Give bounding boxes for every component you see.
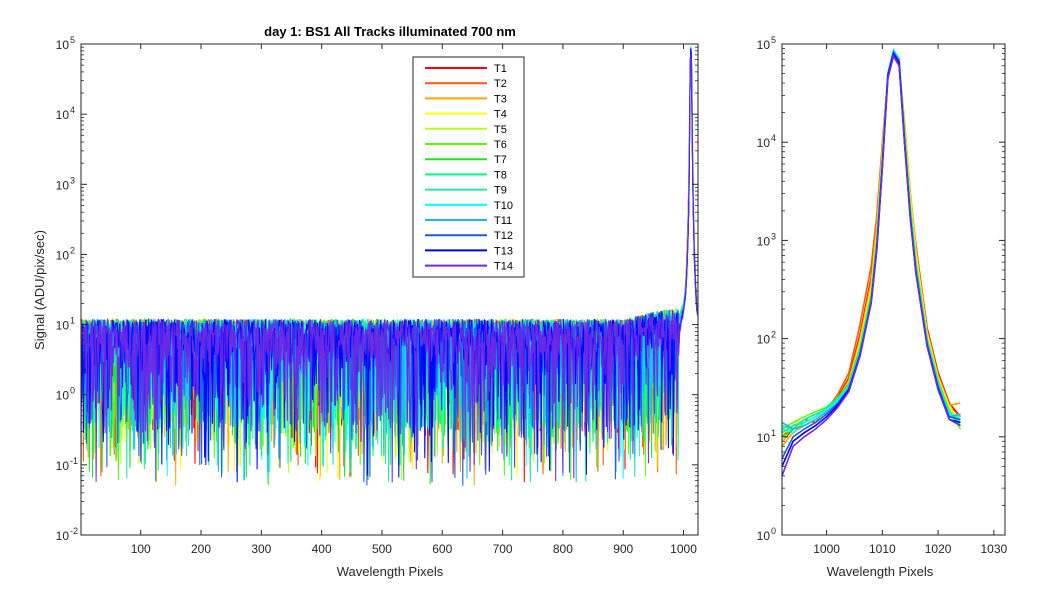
left-x-tick-label: 200 (191, 542, 211, 556)
right-x-tick-label: 1010 (869, 542, 896, 556)
left-y-tick-exponent: -1 (70, 456, 78, 466)
right-y-tick-exponent: 0 (771, 526, 776, 536)
legend-box (412, 56, 525, 278)
right-x-axis-label: Wavelength Pixels (827, 564, 934, 579)
left-y-tick-label: 10 (56, 459, 70, 473)
left-y-tick-exponent: 0 (70, 386, 75, 396)
right-series-T14 (781, 53, 961, 477)
right-y-tick-exponent: 4 (771, 133, 776, 143)
left-x-tick-label: 900 (613, 542, 633, 556)
left-y-tick-label: 10 (56, 389, 70, 403)
left-x-tick-label: 600 (432, 542, 452, 556)
left-y-tick-exponent: 2 (70, 245, 75, 255)
left-plot-lines (80, 46, 699, 486)
right-y-tick-label: 10 (757, 529, 771, 543)
left-y-tick-exponent: 1 (70, 316, 75, 326)
legend-label-T9: T9 (494, 185, 507, 197)
left-x-tick-label: 700 (493, 542, 513, 556)
right-y-tick-label: 10 (757, 38, 771, 52)
right-y-tick-exponent: 3 (771, 231, 776, 241)
right-y-tick-exponent: 1 (771, 428, 776, 438)
left-y-tick-label: 10 (56, 38, 70, 52)
legend-label-T8: T8 (494, 169, 507, 181)
legend-label-T10: T10 (494, 200, 513, 212)
legend-label-T4: T4 (494, 109, 507, 121)
right-axes-box (781, 43, 1006, 536)
right-y-tick-label: 10 (757, 333, 771, 347)
legend-label-T2: T2 (494, 78, 507, 90)
right-plot-area (782, 44, 1005, 535)
legend-label-T3: T3 (494, 93, 507, 105)
left-y-tick-exponent: 5 (70, 35, 75, 45)
left-x-tick-label: 100 (131, 542, 151, 556)
right-y-tick-label: 10 (757, 136, 771, 150)
left-y-tick-label: 10 (56, 178, 70, 192)
left-y-axis-label: Signal (ADU/pix/sec) (32, 230, 47, 350)
left-x-tick-label: 300 (251, 542, 271, 556)
right-y-tick-label: 10 (757, 431, 771, 445)
legend-label-T14: T14 (494, 261, 513, 273)
right-y-tick-exponent: 2 (771, 330, 776, 340)
legend-label-T5: T5 (494, 124, 507, 136)
right-x-tick-label: 1020 (925, 542, 952, 556)
legend-label-T12: T12 (494, 230, 513, 242)
left-y-tick-label: 10 (56, 248, 70, 262)
legend-label-T11: T11 (494, 215, 512, 227)
legend-items: T1 T2 T3 T4 T5 T6 T7 T8 T9 T10 T11 T12 T13 T14 (425, 63, 513, 273)
right-plot-lines (781, 47, 962, 477)
left-y-tick-label: 10 (56, 319, 70, 333)
left-x-axis-label: Wavelength Pixels (337, 564, 444, 579)
legend: T1 T2 T3 T4 T5 T6 T7 T8 T9 T10 T11 T12 T13 T14 (412, 56, 525, 278)
right-y-tick-exponent: 5 (771, 35, 776, 45)
left-axes-box (80, 43, 699, 536)
left-y-tick-exponent: 4 (70, 105, 75, 115)
legend-label-T7: T7 (494, 154, 507, 166)
right-y-tick-label: 10 (757, 234, 771, 248)
left-x-tick-label: 400 (312, 542, 332, 556)
left-y-tick-exponent: -2 (70, 526, 78, 536)
legend-label-T1: T1 (494, 63, 507, 75)
right-x-tick-label: 1000 (813, 542, 840, 556)
left-y-tick-label: 10 (56, 108, 70, 122)
left-series-T14 (80, 53, 699, 483)
legend-label-T6: T6 (494, 139, 507, 151)
left-y-tick-label: 10 (56, 529, 70, 543)
right-x-tick-label: 1030 (980, 542, 1007, 556)
left-y-tick-exponent: 3 (70, 175, 75, 185)
left-x-tick-label: 1000 (670, 542, 697, 556)
left-x-tick-label: 800 (553, 542, 573, 556)
left-plot-area (81, 44, 698, 535)
left-x-tick-label: 500 (372, 542, 392, 556)
legend-label-T13: T13 (494, 245, 513, 257)
left-chart-title: day 1: BS1 All Tracks illuminated 700 nm (264, 24, 516, 39)
